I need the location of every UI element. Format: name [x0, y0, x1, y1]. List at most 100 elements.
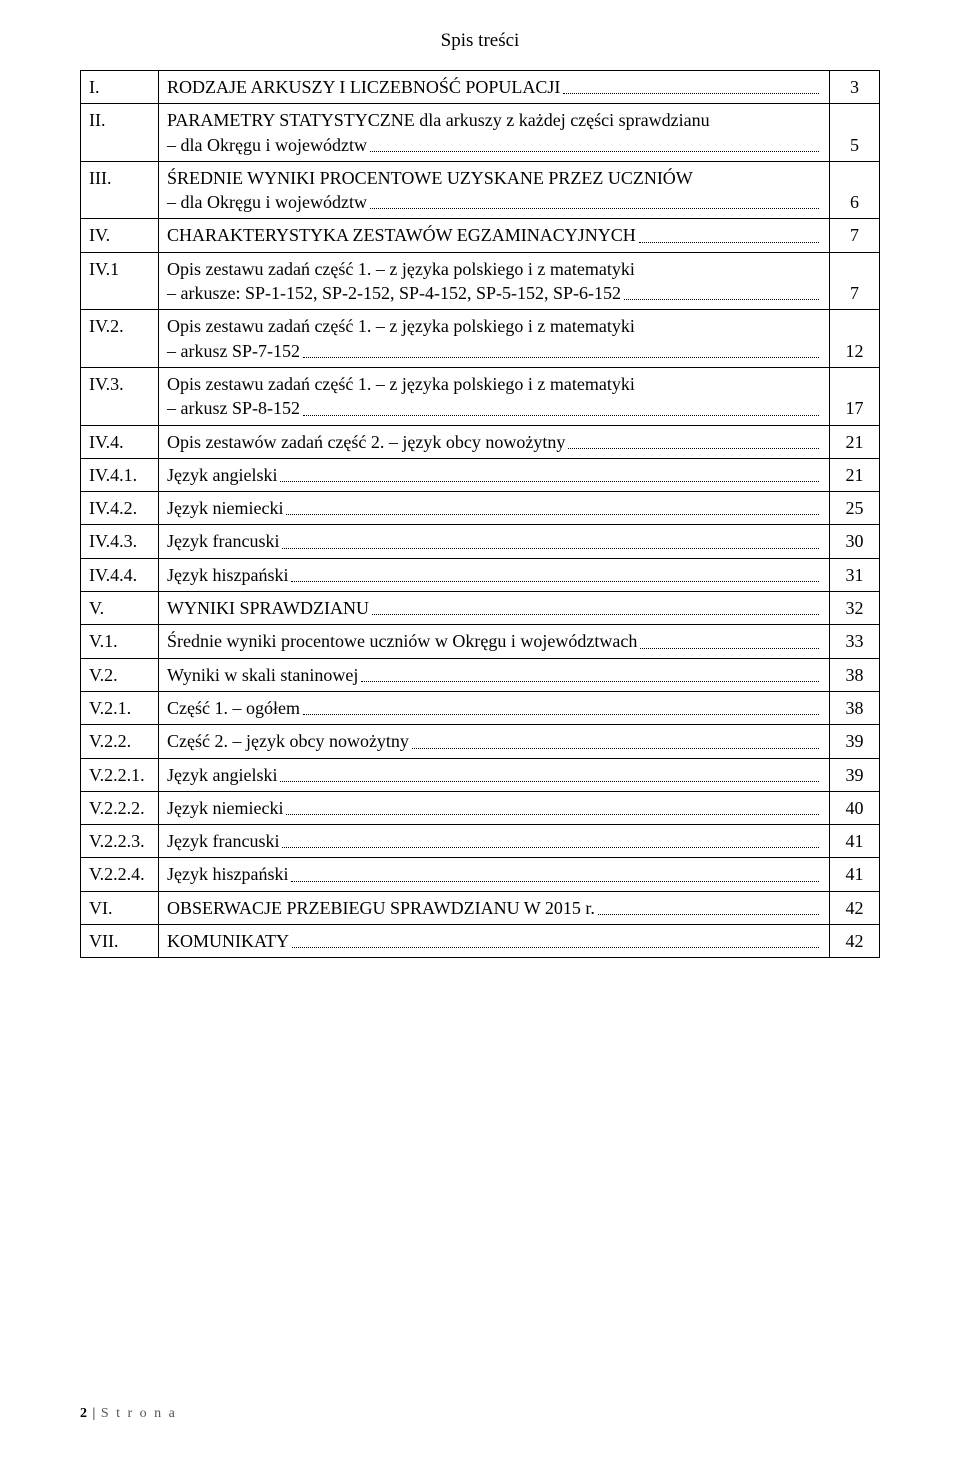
table-row: IV.4.3. Język francuski 30 — [81, 525, 880, 558]
table-row: IV. CHARAKTERYSTYKA ZESTAWÓW EGZAMINACYJN… — [81, 219, 880, 252]
leader-dots — [282, 829, 819, 848]
toc-title-text: Język niemiecki — [167, 496, 283, 520]
toc-title-line: Opis zestawów zadań część 2. – język obc… — [167, 430, 821, 454]
toc-number: IV.4.4. — [81, 558, 159, 591]
table-row: III. ŚREDNIE WYNIKI PROCENTOWE UZYSKANE P… — [81, 161, 880, 219]
toc-title-line: – dla Okręgu i województw — [167, 133, 821, 157]
toc-title-line: Wyniki w skali staninowej — [167, 663, 821, 687]
toc-title-line: Część 1. – ogółem — [167, 696, 821, 720]
leader-dots — [286, 796, 819, 815]
toc-title: Język francuski — [159, 825, 830, 858]
leader-dots — [640, 629, 819, 648]
table-row: V.2.Wyniki w skali staninowej38 — [81, 658, 880, 691]
table-row: V.2.2.3.Język francuski41 — [81, 825, 880, 858]
toc-title: Wyniki w skali staninowej — [159, 658, 830, 691]
leader-dots — [598, 896, 819, 915]
toc-title-text: Język hiszpański — [167, 862, 288, 886]
table-row: IV.4.2. Język niemiecki 25 — [81, 492, 880, 525]
toc-title-text: Średnie wyniki procentowe uczniów w Okrę… — [167, 629, 637, 653]
table-row: V. WYNIKI SPRAWDZIANU 32 — [81, 592, 880, 625]
toc-title-line: Język francuski — [167, 529, 821, 553]
toc-number: IV.4.2. — [81, 492, 159, 525]
page-title: Spis treści — [80, 30, 880, 52]
table-row: II. PARAMETRY STATYSTYCZNE dla arkuszy z … — [81, 104, 880, 162]
toc-number: IV.3. — [81, 367, 159, 425]
toc-page-number: 38 — [830, 658, 880, 691]
leader-dots — [292, 929, 819, 948]
toc-title-line: KOMUNIKATY — [167, 929, 821, 953]
leader-dots — [291, 563, 819, 582]
table-row: VII.KOMUNIKATY42 — [81, 925, 880, 958]
leader-dots — [370, 133, 819, 152]
toc-title: Część 2. – język obcy nowożytny — [159, 725, 830, 758]
leader-dots — [282, 529, 819, 548]
toc-title-text: Język angielski — [167, 763, 277, 787]
table-row: IV.4. Opis zestawów zadań część 2. – języ… — [81, 425, 880, 458]
table-row: V.2.2.4.Język hiszpański41 — [81, 858, 880, 891]
leader-dots — [563, 75, 819, 94]
toc-title: Język niemiecki — [159, 492, 830, 525]
toc-title-line: CHARAKTERYSTYKA ZESTAWÓW EGZAMINACYJNYCH — [167, 223, 821, 247]
table-row: V.1. Średnie wyniki procentowe uczniów w … — [81, 625, 880, 658]
toc-page-number: 39 — [830, 758, 880, 791]
footer-page-number: 2 — [80, 1406, 87, 1421]
toc-number: VI. — [81, 891, 159, 924]
toc-title: Średnie wyniki procentowe uczniów w Okrę… — [159, 625, 830, 658]
toc-title-line: – arkusze: SP-1-152, SP-2-152, SP-4-152,… — [167, 281, 821, 305]
toc-page-number: 17 — [830, 367, 880, 425]
toc-number: V.2.2. — [81, 725, 159, 758]
toc-title: CHARAKTERYSTYKA ZESTAWÓW EGZAMINACYJNYCH — [159, 219, 830, 252]
toc-title: OBSERWACJE PRZEBIEGU SPRAWDZIANU W 2015 … — [159, 891, 830, 924]
toc-title-line: ŚREDNIE WYNIKI PROCENTOWE UZYSKANE PRZEZ… — [167, 166, 821, 190]
toc-number: IV.1 — [81, 252, 159, 310]
toc-number: IV.2. — [81, 310, 159, 368]
toc-number: II. — [81, 104, 159, 162]
toc-number: V.2.2.1. — [81, 758, 159, 791]
leader-dots — [568, 430, 819, 449]
table-row: VI. OBSERWACJE PRZEBIEGU SPRAWDZIANU W 20… — [81, 891, 880, 924]
toc-title-line: PARAMETRY STATYSTYCZNE dla arkuszy z każ… — [167, 108, 821, 132]
toc-page-number: 42 — [830, 891, 880, 924]
table-row: IV.3. Opis zestawu zadań część 1. – z jęz… — [81, 367, 880, 425]
toc-number: IV. — [81, 219, 159, 252]
toc-title-line: WYNIKI SPRAWDZIANU — [167, 596, 821, 620]
toc-title-line: OBSERWACJE PRZEBIEGU SPRAWDZIANU W 2015 … — [167, 896, 821, 920]
toc-title-text: – arkusz SP-8-152 — [167, 396, 300, 420]
toc-page-number: 32 — [830, 592, 880, 625]
toc-page-number: 41 — [830, 858, 880, 891]
toc-number: V. — [81, 592, 159, 625]
toc-title-text: RODZAJE ARKUSZY I LICZEBNOŚĆ POPULACJI — [167, 75, 560, 99]
table-row: V.2.1.Część 1. – ogółem38 — [81, 691, 880, 724]
toc-title-text: Wyniki w skali staninowej — [167, 663, 358, 687]
leader-dots — [412, 729, 819, 748]
leader-dots — [303, 339, 819, 358]
toc-number: IV.4. — [81, 425, 159, 458]
toc-page-number: 42 — [830, 925, 880, 958]
toc-page-number: 25 — [830, 492, 880, 525]
table-row: I.RODZAJE ARKUSZY I LICZEBNOŚĆ POPULACJI… — [81, 71, 880, 104]
toc-title-text: OBSERWACJE PRZEBIEGU SPRAWDZIANU W 2015 … — [167, 896, 595, 920]
toc-title: Część 1. – ogółem — [159, 691, 830, 724]
toc-title: WYNIKI SPRAWDZIANU — [159, 592, 830, 625]
toc-page-number: 31 — [830, 558, 880, 591]
table-row: IV.4.4.Język hiszpański31 — [81, 558, 880, 591]
toc-number: V.1. — [81, 625, 159, 658]
toc-title-line: Opis zestawu zadań część 1. – z języka p… — [167, 372, 821, 396]
toc-title: KOMUNIKATY — [159, 925, 830, 958]
toc-title-line: – dla Okręgu i województw — [167, 190, 821, 214]
toc-title-text: Język francuski — [167, 529, 279, 553]
toc-number: V.2.2.3. — [81, 825, 159, 858]
toc-number: III. — [81, 161, 159, 219]
toc-title-text: CHARAKTERYSTYKA ZESTAWÓW EGZAMINACYJNYCH — [167, 223, 636, 247]
table-row: V.2.2.1. Język angielski 39 — [81, 758, 880, 791]
toc-page-number: 40 — [830, 791, 880, 824]
toc-title-text: Język niemiecki — [167, 796, 283, 820]
toc-title-line: RODZAJE ARKUSZY I LICZEBNOŚĆ POPULACJI — [167, 75, 821, 99]
leader-dots — [372, 596, 819, 615]
toc-number: IV.4.3. — [81, 525, 159, 558]
toc-page-number: 12 — [830, 310, 880, 368]
toc-title-line: Język angielski — [167, 463, 821, 487]
toc-page-number: 33 — [830, 625, 880, 658]
toc-page-number: 41 — [830, 825, 880, 858]
toc-page-number: 30 — [830, 525, 880, 558]
